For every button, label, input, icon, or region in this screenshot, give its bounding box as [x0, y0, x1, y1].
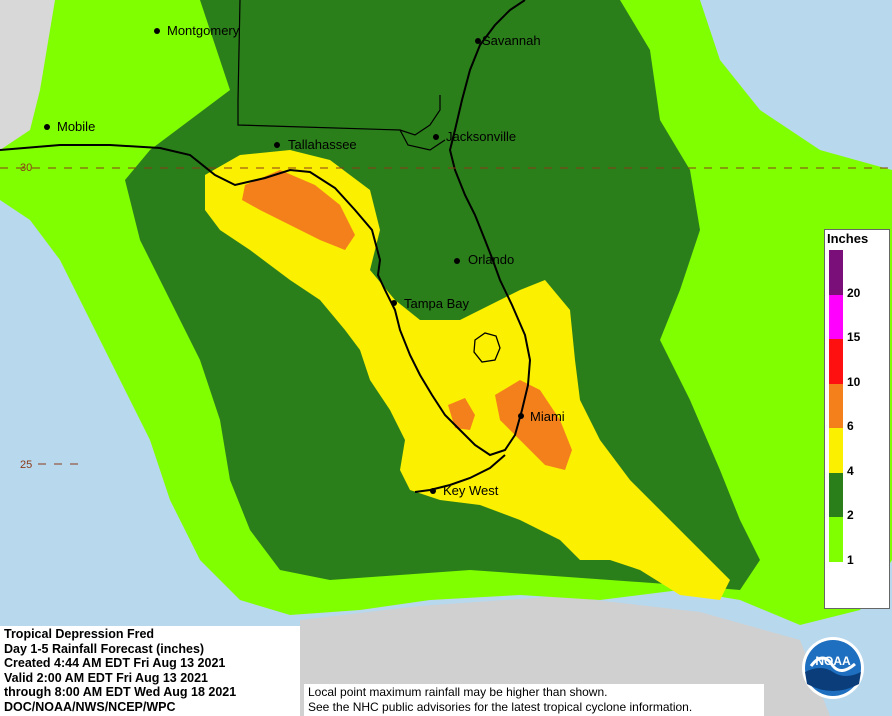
legend-swatch: [829, 517, 843, 562]
city-label-key-west: Key West: [443, 483, 499, 498]
legend-swatch: [829, 561, 843, 606]
source-agency: DOC/NOAA/NWS/NCEP/WPC: [4, 699, 176, 714]
legend-tick-label: 20: [847, 285, 861, 300]
legend-swatch: [829, 383, 843, 428]
city-tampa-bay: Tampa Bay: [391, 296, 470, 311]
legend-tick-label: 10: [847, 374, 861, 389]
disclaimer-line-1: Local point maximum rainfall may be high…: [308, 685, 608, 699]
city-mobile: Mobile: [44, 119, 95, 134]
storm-name: Tropical Depression Fred: [4, 627, 155, 641]
valid-end: through 8:00 AM EDT Wed Aug 18 2021: [4, 685, 237, 700]
city-label-mobile: Mobile: [57, 119, 95, 134]
city-miami: Miami: [518, 409, 565, 424]
city-savannah: Savannah: [475, 33, 541, 48]
created-time: Created 4:44 AM EDT Fri Aug 13 2021: [4, 656, 226, 671]
legend-tick-label: 4: [847, 463, 854, 478]
rain-area-6-10in-south: [495, 380, 572, 470]
noaa-logo-icon: NOAA: [802, 637, 864, 699]
city-label-orlando: Orlando: [468, 252, 514, 267]
city-label-jacksonville: Jacksonville: [446, 129, 516, 144]
noaa-logo-text: NOAA: [815, 654, 851, 668]
legend-tick-label: 1: [847, 552, 854, 567]
grid-label-30: 30: [20, 162, 32, 174]
state-border-al-fl: [237, 0, 441, 136]
legend-tick-label: 15: [847, 330, 861, 344]
city-orlando: Orlando: [454, 252, 514, 267]
legend-title: Inches: [827, 231, 869, 246]
rainfall-legend: Inches 20 15 10 6 4 2 1: [824, 229, 890, 609]
legend-tick-label: 2: [847, 508, 854, 522]
valid-start: Valid 2:00 AM EDT Fri Aug 13 2021: [4, 670, 209, 685]
legend-swatch: [829, 428, 843, 473]
forecast-type: Day 1-5 Rainfall Forecast (inches): [4, 641, 205, 656]
grid-label-25: 25: [20, 459, 32, 471]
florida-coastline: [0, 0, 532, 457]
legend-tick-label: 6: [847, 419, 854, 433]
legend-swatch: [829, 250, 843, 295]
city-label-tampa-bay: Tampa Bay: [404, 296, 470, 311]
state-border-fl-ga: [399, 129, 446, 151]
disclaimer-box: Local point maximum rainfall may be high…: [304, 684, 764, 716]
disclaimer-line-2: See the NHC public advisories for the la…: [308, 699, 693, 714]
rain-area-4-6in: [205, 150, 730, 600]
city-label-montgomery: Montgomery: [167, 23, 240, 38]
city-montgomery: Montgomery: [154, 23, 240, 38]
lake-okeechobee: [473, 332, 501, 363]
legend-swatch: [829, 294, 843, 339]
city-label-tallahassee: Tallahassee: [288, 137, 357, 152]
legend-swatch: [829, 472, 843, 517]
forecast-info-box: Tropical Depression Fred Day 1-5 Rainfal…: [0, 626, 300, 716]
florida-keys: [414, 454, 506, 493]
city-tallahassee: Tallahassee: [274, 137, 357, 152]
city-label-savannah: Savannah: [482, 33, 541, 48]
legend-swatch: [829, 339, 843, 384]
rain-area-6-10in-north: [242, 170, 355, 250]
city-label-miami: Miami: [530, 409, 565, 424]
city-key-west: Key West: [430, 483, 499, 498]
city-jacksonville: Jacksonville: [433, 129, 516, 144]
rain-area-6-10in-small: [448, 398, 475, 430]
